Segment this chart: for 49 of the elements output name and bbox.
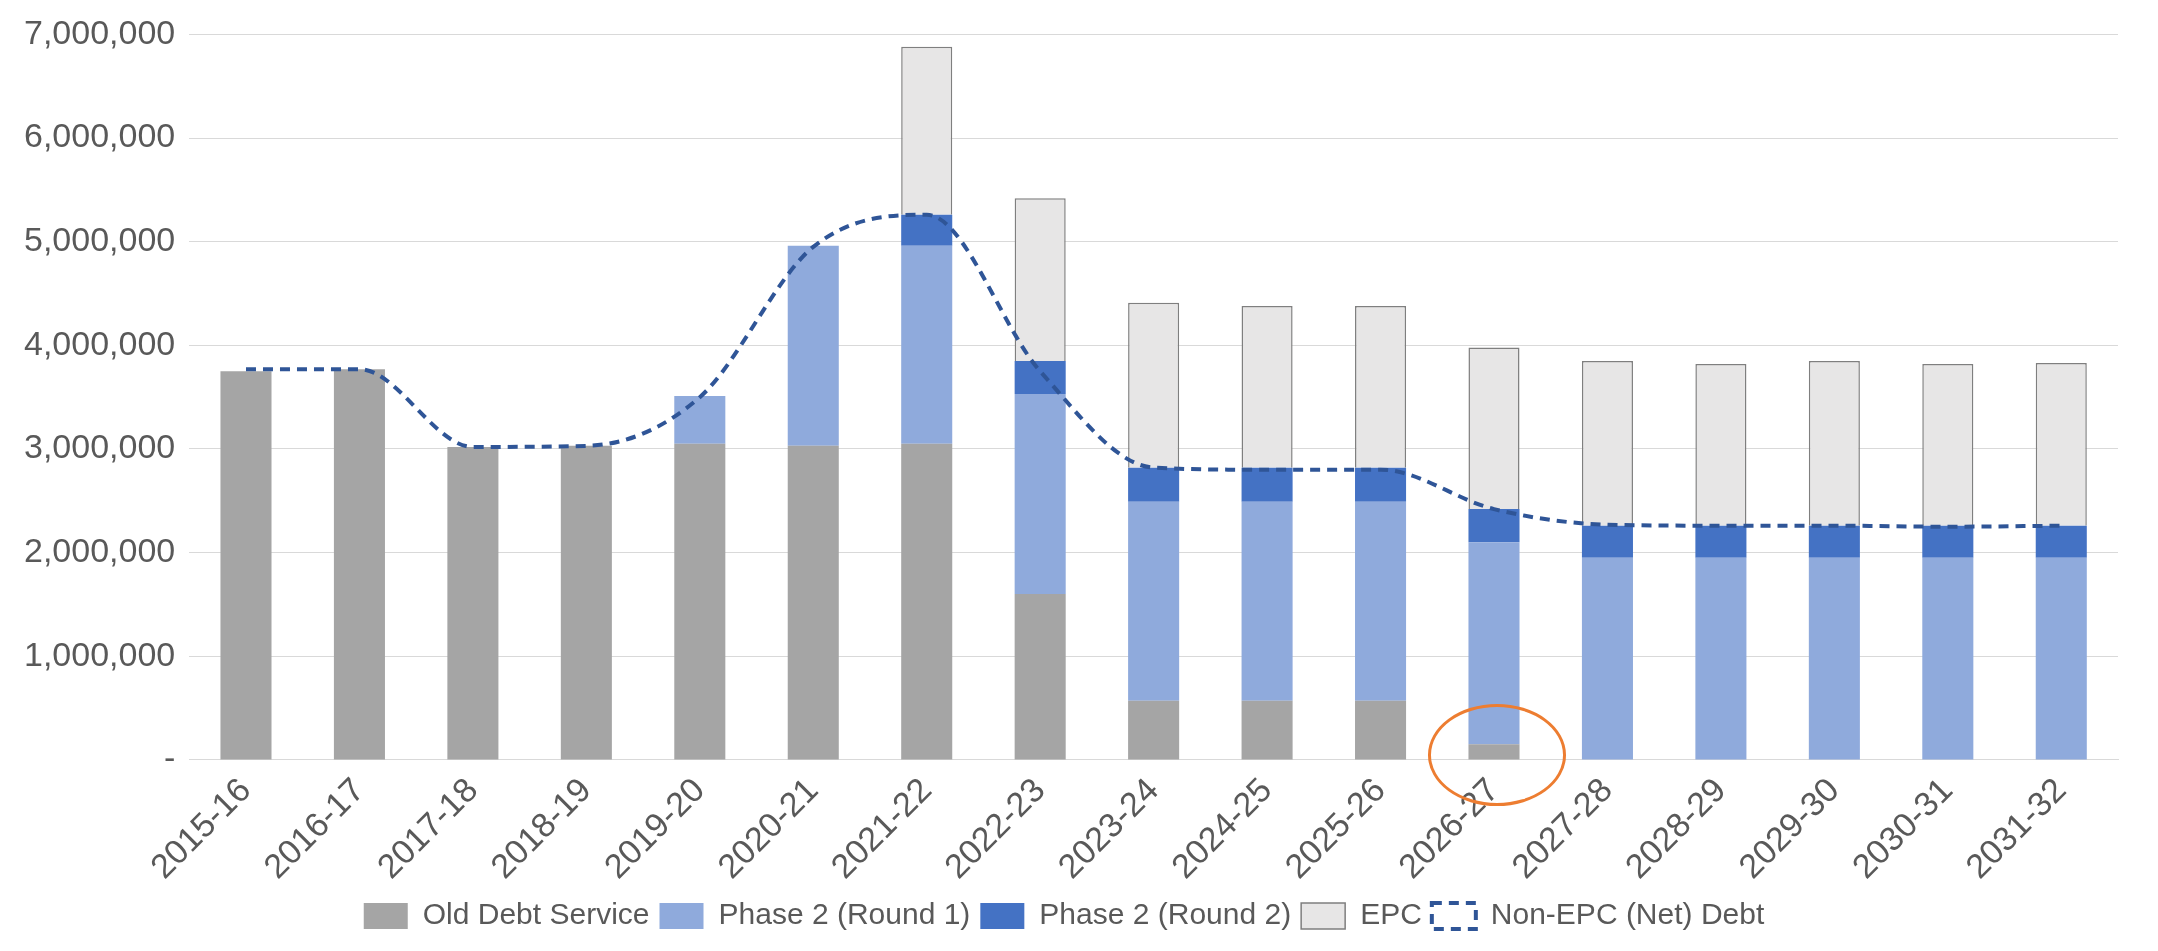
y-tick-label: 5,000,000: [23, 220, 176, 259]
bar: [220, 371, 272, 760]
bar: [901, 245, 953, 444]
bar: [2035, 557, 2087, 760]
y-tick-label: 6,000,000: [23, 116, 176, 155]
bar: [1355, 700, 1407, 760]
bar: [1241, 700, 1293, 760]
bar: [1014, 394, 1066, 595]
bar: [1922, 525, 1974, 558]
bar: [560, 445, 612, 760]
y-tick-label: 2,000,000: [23, 531, 176, 569]
y-tick-label: 1,000,000: [23, 634, 176, 673]
y-tick-label: -: [163, 738, 176, 777]
bar: [674, 443, 726, 760]
bar: [1355, 467, 1407, 502]
bar: [1355, 501, 1407, 701]
bar: [1695, 525, 1747, 558]
bar: [1014, 360, 1066, 395]
bar: [1808, 525, 1860, 558]
bar: [333, 369, 385, 760]
bar: [1468, 744, 1520, 760]
legend-label: Phase 2 (Round 1): [718, 897, 971, 931]
bar: [1241, 501, 1293, 701]
bar: [1581, 525, 1633, 558]
y-tick-label: 7,000,000: [23, 12, 176, 51]
bar: [1128, 501, 1180, 701]
bar: [1128, 700, 1180, 760]
bar: [1128, 467, 1180, 502]
bar: [2035, 525, 2087, 558]
bar: [1808, 557, 1860, 760]
legend-label: Non-EPC (Net) Debt: [1490, 897, 1765, 931]
bar: [1468, 509, 1520, 543]
bar: [674, 396, 726, 444]
bar: [1581, 557, 1633, 760]
bar: [901, 214, 953, 246]
bar: [1695, 557, 1747, 760]
bar: [1468, 542, 1520, 745]
legend-label: EPC: [1360, 897, 1422, 931]
bar: [1922, 557, 1974, 760]
bar: [787, 445, 839, 760]
y-tick-label: 4,000,000: [23, 323, 176, 362]
bar: [901, 443, 953, 760]
bar: [447, 446, 499, 760]
legend-label: Old Debt Service: [422, 897, 650, 931]
bar: [1241, 467, 1293, 502]
y-tick-label: 3,000,000: [23, 427, 176, 466]
legend-label: Phase 2 (Round 2): [1039, 897, 1292, 931]
bar: [787, 245, 839, 446]
bar: [1014, 594, 1066, 760]
